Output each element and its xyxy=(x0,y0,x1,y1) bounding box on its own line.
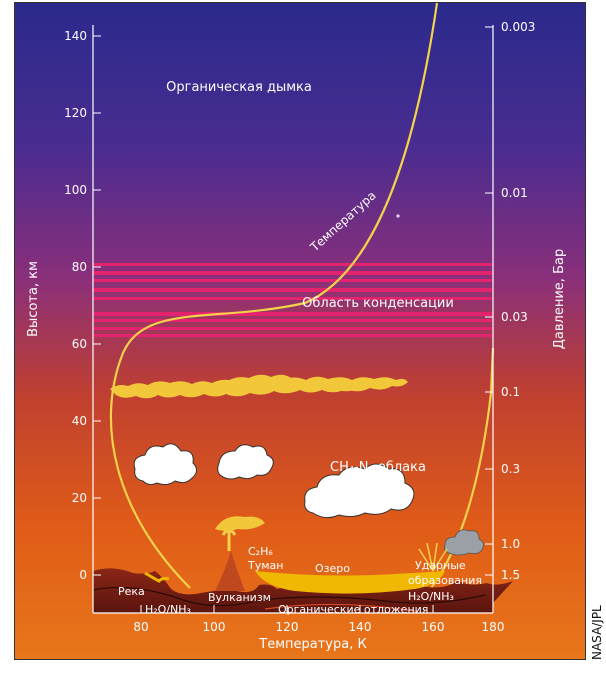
lake-label: Озеро xyxy=(315,562,350,575)
subsurface-layer-2 xyxy=(254,594,486,604)
methane-cloud-layer xyxy=(110,374,408,399)
atmosphere-background xyxy=(15,3,585,659)
star-dot xyxy=(396,214,400,218)
diagram-frame: Температура Органическая дымка Область к… xyxy=(14,2,586,660)
left-tick-label: 100 xyxy=(64,183,87,197)
cumulus-cloud-icon xyxy=(133,443,197,486)
cumulus-cloud-icon-3 xyxy=(304,463,415,519)
river-label: Река xyxy=(118,585,145,598)
cumulus-cloud-icon-2 xyxy=(217,444,274,480)
right-axis: 1.5 1.0 0.3 0.1 0.03 0.01 0.003 xyxy=(485,20,535,582)
left-tick-label: 80 xyxy=(72,260,87,274)
volcano-icon xyxy=(215,516,265,591)
right-axis-title: Давление, Бар xyxy=(552,249,567,349)
volcanism-label: Вулканизм xyxy=(208,591,271,604)
left-tick-label: 40 xyxy=(72,414,87,428)
bottom-tick-label: 100 xyxy=(203,620,226,634)
right-tick-label: 0.01 xyxy=(501,186,528,200)
impacts-label-2: образования xyxy=(408,574,482,587)
bottom-axis-title: Температура, К xyxy=(258,637,366,652)
water-ammonia-label-left: H₂O/NH₃ xyxy=(145,603,191,616)
grey-cloud-icon xyxy=(444,529,484,556)
bottom-tick-label: 120 xyxy=(276,620,299,634)
left-tick-label: 60 xyxy=(72,337,87,351)
left-tick-label: 20 xyxy=(72,491,87,505)
subsurface-layer-3 xyxy=(264,603,416,612)
impacts-label-1: Ударные xyxy=(415,559,466,572)
titan-atmosphere-diagram: Температура Органическая дымка Область к… xyxy=(15,3,585,659)
subsurface-layer-1 xyxy=(92,586,254,607)
condensation-label: Область конденсации xyxy=(302,296,454,311)
organic-deposits-label: Органические отложения xyxy=(278,603,428,616)
left-axis-title: Высота, км xyxy=(26,261,41,337)
ethane-fog-label-1: C₂H₆ xyxy=(248,545,273,558)
image-credit: NASA/JPL xyxy=(590,605,604,660)
bottom-tick-label: 180 xyxy=(482,620,505,634)
right-tick-label: 0.1 xyxy=(501,385,520,399)
river xyxy=(144,571,170,583)
ethane-fog-label-2: Туман xyxy=(247,559,283,572)
right-tick-label: 0.3 xyxy=(501,462,520,476)
bottom-axis: 80 100 120 140 160 180 xyxy=(133,605,504,634)
left-tick-label: 140 xyxy=(64,29,87,43)
haze-label: Органическая дымка xyxy=(166,80,312,95)
bottom-tick-label: 160 xyxy=(422,620,445,634)
right-tick-label: 0.003 xyxy=(501,20,535,34)
bottom-tick-label: 80 xyxy=(133,620,148,634)
temperature-curve xyxy=(109,3,439,589)
impact-burst-icon xyxy=(418,542,448,572)
pressure-curve-right xyxy=(430,347,495,589)
right-tick-label: 1.0 xyxy=(501,537,520,551)
lake xyxy=(255,571,445,594)
right-tick-label: 0.03 xyxy=(501,310,528,324)
bottom-tick-label: 140 xyxy=(349,620,372,634)
right-tick-label: 1.5 xyxy=(501,568,520,582)
water-ammonia-label-right: H₂O/NH₃ xyxy=(408,590,454,603)
condensation-bands xyxy=(93,263,493,337)
left-tick-label: 120 xyxy=(64,106,87,120)
left-tick-label: 0 xyxy=(79,568,87,582)
clouds-label: CH₄-N₂ облака xyxy=(330,460,426,475)
left-axis: 0 20 40 60 80 100 120 140 xyxy=(64,29,101,582)
